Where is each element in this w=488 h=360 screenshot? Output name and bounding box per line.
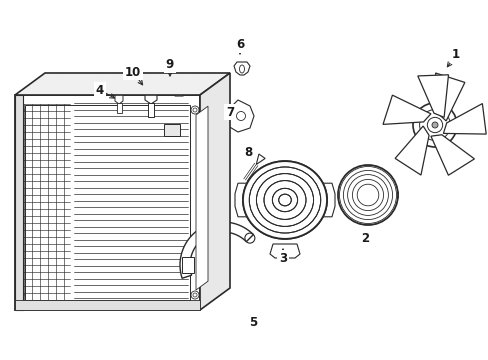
Polygon shape xyxy=(234,62,249,75)
Ellipse shape xyxy=(243,161,326,239)
Ellipse shape xyxy=(392,194,398,199)
Polygon shape xyxy=(256,154,264,165)
Ellipse shape xyxy=(392,191,398,195)
Text: 1: 1 xyxy=(451,49,459,62)
Text: 8: 8 xyxy=(244,145,252,158)
Polygon shape xyxy=(196,106,207,290)
Polygon shape xyxy=(227,100,253,132)
Circle shape xyxy=(412,103,456,147)
Bar xyxy=(163,124,180,136)
Text: 6: 6 xyxy=(235,39,244,51)
Polygon shape xyxy=(180,222,253,278)
Polygon shape xyxy=(15,95,200,310)
Polygon shape xyxy=(15,95,23,310)
Polygon shape xyxy=(443,104,485,134)
Bar xyxy=(148,103,154,117)
Polygon shape xyxy=(394,126,428,175)
Bar xyxy=(117,103,122,113)
Polygon shape xyxy=(15,73,229,95)
Polygon shape xyxy=(382,95,430,125)
Text: 4: 4 xyxy=(96,84,104,96)
Text: 9: 9 xyxy=(165,58,174,72)
Polygon shape xyxy=(235,183,334,217)
Bar xyxy=(182,257,194,273)
Text: 7: 7 xyxy=(225,105,234,118)
Polygon shape xyxy=(435,73,464,121)
Ellipse shape xyxy=(337,165,397,225)
Polygon shape xyxy=(200,73,229,310)
Polygon shape xyxy=(430,135,473,175)
Polygon shape xyxy=(172,68,186,96)
Polygon shape xyxy=(115,92,123,104)
Text: 5: 5 xyxy=(248,315,257,328)
Text: 2: 2 xyxy=(360,231,368,244)
Polygon shape xyxy=(15,300,200,310)
Polygon shape xyxy=(145,88,157,104)
Text: 3: 3 xyxy=(278,252,286,265)
Polygon shape xyxy=(417,75,447,117)
Ellipse shape xyxy=(243,161,326,239)
Polygon shape xyxy=(269,244,299,258)
Circle shape xyxy=(431,122,437,128)
Text: 10: 10 xyxy=(124,66,141,78)
